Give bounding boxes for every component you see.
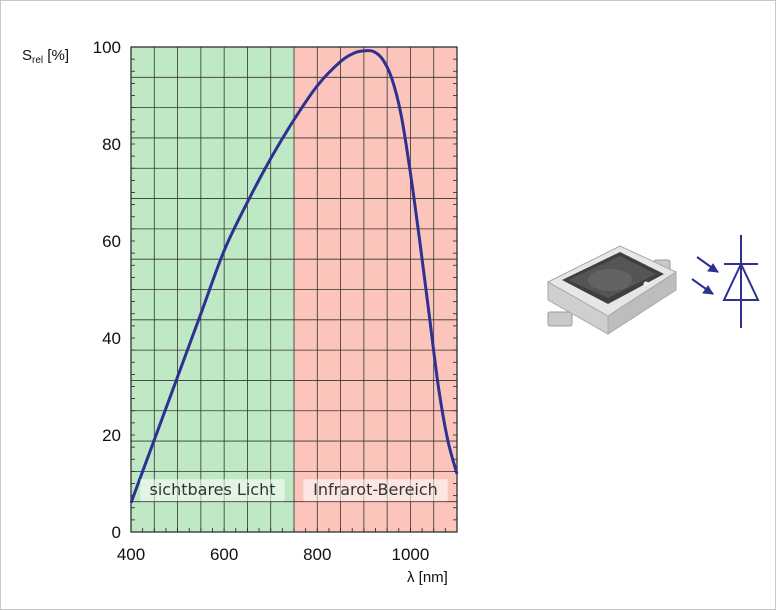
x-axis-ticks: 400 600 800 1000 <box>117 528 458 564</box>
photodiode-package-image <box>546 245 678 335</box>
y-tick-label: 80 <box>102 135 121 154</box>
x-axis-label: λ [nm] <box>407 569 448 586</box>
region-labels: sichtbares Licht Infrarot-Bereich <box>140 479 448 502</box>
y-axis-label-sub: rel <box>32 55 43 66</box>
y-axis-label-main: S <box>22 47 32 64</box>
y-axis-label-unit: [%] <box>43 47 69 64</box>
y-axis-label: Srel [%] <box>22 47 69 66</box>
region-label-0: sichtbares Licht <box>149 480 275 499</box>
y-tick-label: 0 <box>112 523 121 542</box>
chart-grid <box>131 47 457 532</box>
y-tick-label: 40 <box>102 329 121 348</box>
x-tick-label: 1000 <box>392 545 430 564</box>
sensitivity-curve <box>129 49 459 504</box>
x-tick-label: 400 <box>117 545 145 564</box>
region-label-1: Infrarot-Bereich <box>313 480 438 499</box>
y-tick-label: 60 <box>102 232 121 251</box>
region-label-bg-1 <box>303 479 448 502</box>
sensitivity-line <box>129 49 459 504</box>
photodiode-symbol <box>691 235 760 328</box>
region-label-bg-0 <box>140 479 285 502</box>
y-axis-ticks: 0 20 40 60 80 100 <box>93 38 457 542</box>
y-tick-label: 20 <box>102 426 121 445</box>
y-tick-label: 100 <box>93 38 121 57</box>
x-tick-label: 600 <box>210 545 238 564</box>
x-tick-label: 800 <box>303 545 331 564</box>
